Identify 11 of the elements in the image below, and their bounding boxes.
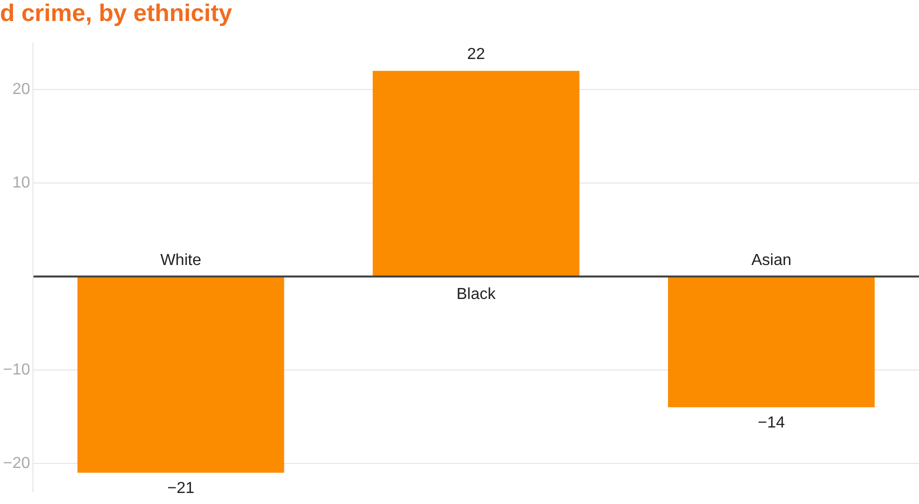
x-tick-label: White [160,252,202,269]
x-tick-label: Asian [751,252,792,269]
y-tick-label: 10 [12,174,30,192]
y-tick-label: −10 [3,361,30,378]
x-tick-label: Black [456,286,497,303]
data-label: 22 [467,46,486,64]
y-tick-label: −20 [3,454,30,472]
data-label: −21 [167,480,194,498]
data-label: −14 [758,414,786,432]
y-tick-label: 20 [12,80,30,98]
chart-title: d crime, by ethnicity [0,0,233,28]
